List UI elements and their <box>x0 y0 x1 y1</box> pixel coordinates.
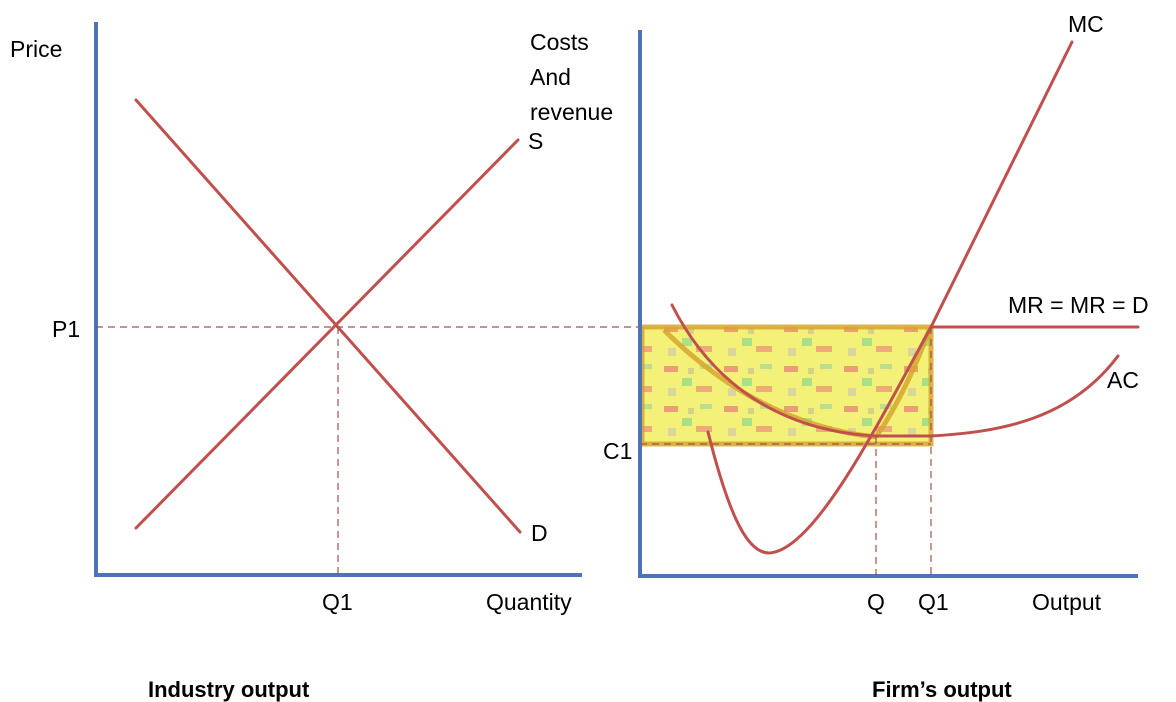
firm-x-axis-label: Output <box>1032 589 1102 615</box>
price-p1-label: P1 <box>52 316 80 342</box>
mc-label: MC <box>1068 11 1104 37</box>
firm-y-axis-label-line2: And <box>530 64 571 90</box>
industry-x-axis-label: Quantity <box>486 589 572 615</box>
ac-label: AC <box>1107 367 1139 393</box>
output-q-label: Q <box>867 589 885 615</box>
industry-caption: Industry output <box>148 677 310 702</box>
firm-y-axis-label-line1: Costs <box>530 29 589 55</box>
industry-y-axis-label: Price <box>10 36 62 62</box>
mc-highlight <box>873 327 933 439</box>
marginal-cost-curve <box>706 40 1074 555</box>
mr-label: MR = MR = D <box>1008 292 1149 318</box>
industry-demand-curve <box>134 98 522 534</box>
quantity-q1-label: Q1 <box>322 589 353 615</box>
average-cost-curve <box>670 303 1120 438</box>
cost-c1-label: C1 <box>603 438 632 464</box>
industry-supply-curve <box>134 138 520 530</box>
profit-area <box>642 327 931 444</box>
firm-y-axis-label-line3: revenue <box>530 99 613 125</box>
output-q1-label: Q1 <box>918 589 949 615</box>
firm-caption: Firm’s output <box>872 677 1012 702</box>
supply-label: S <box>528 128 543 154</box>
demand-label: D <box>531 520 548 546</box>
